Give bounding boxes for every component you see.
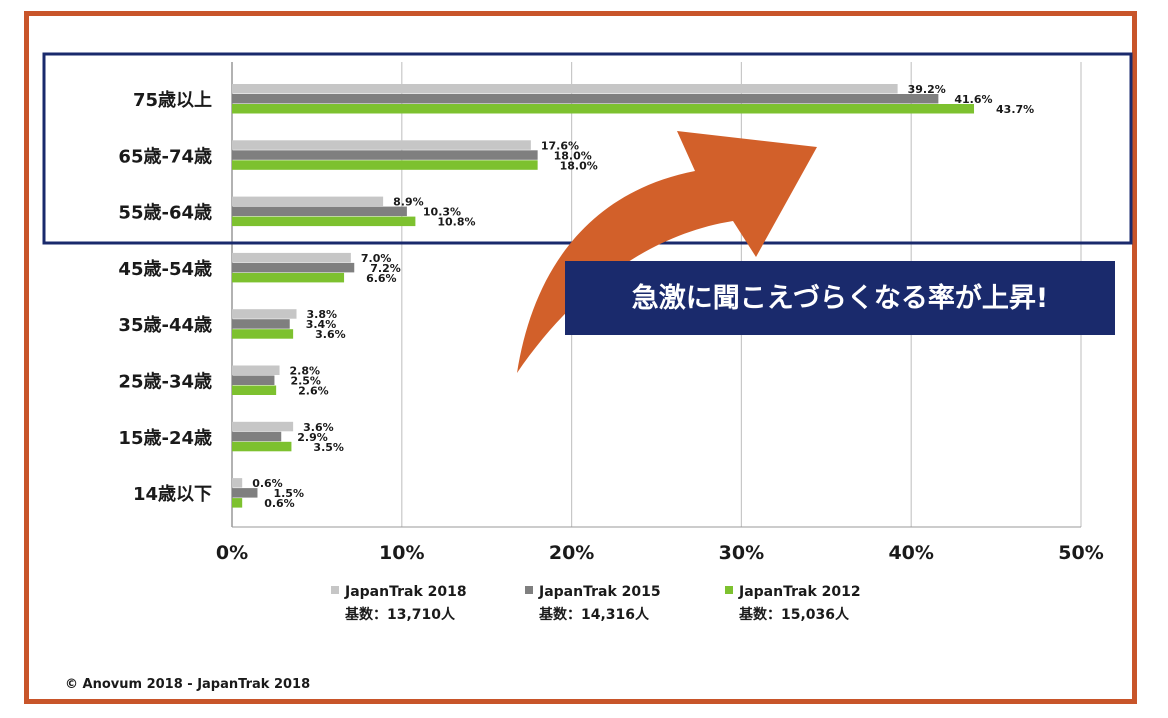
bar — [232, 196, 384, 207]
data-label: 3.6% — [303, 421, 334, 434]
category-label: 25歳-34歳 — [118, 372, 212, 393]
x-tick-label: 10% — [379, 542, 424, 564]
bar — [232, 104, 975, 114]
callout-box — [565, 261, 1115, 335]
legend-label: JapanTrak 2012 — [738, 584, 861, 600]
bar — [232, 272, 345, 283]
category-label: 35歳-44歳 — [118, 315, 212, 336]
copyright-text: © Anovum 2018 - JapanTrak 2018 — [65, 677, 310, 692]
data-label: 2.5% — [290, 375, 321, 388]
bar — [232, 216, 416, 227]
callout-text: 急激に聞こえづらくなる率が上昇! — [632, 282, 1049, 314]
data-label: 7.2% — [370, 262, 401, 275]
bar — [232, 140, 531, 150]
legend-sample-size: 基数：13,710人 — [345, 606, 456, 623]
legend-label: JapanTrak 2015 — [538, 584, 661, 600]
x-tick-label: 50% — [1058, 542, 1103, 564]
bar — [232, 478, 243, 488]
data-label: 3.6% — [315, 328, 346, 341]
legend-label: JapanTrak 2018 — [344, 584, 467, 600]
bar — [232, 498, 243, 508]
data-label: 2.8% — [290, 365, 321, 378]
bar — [232, 421, 294, 432]
data-label: 2.9% — [297, 431, 328, 444]
category-label: 14歳以下 — [133, 484, 212, 505]
trend-arrow-icon — [517, 131, 817, 373]
category-label: 55歳-64歳 — [118, 203, 212, 224]
bar — [232, 319, 290, 329]
bar — [232, 84, 898, 94]
data-label: 39.2% — [908, 83, 946, 96]
bar — [232, 150, 538, 160]
bar — [232, 385, 277, 395]
bar — [232, 160, 538, 170]
data-label: 1.5% — [273, 487, 304, 500]
category-label: 75歳以上 — [133, 90, 212, 111]
bar — [232, 488, 258, 498]
category-labels: 75歳以上 65歳-74歳 55歳-64歳 45歳-54歳 35歳-44歳 25歳-34歳… — [118, 90, 212, 505]
legend-sample-size: 基数：15,036人 — [739, 606, 850, 623]
data-label: 8.9% — [393, 196, 424, 209]
legend-swatch — [725, 586, 733, 594]
bar — [232, 206, 407, 217]
data-label: 7.0% — [361, 252, 392, 265]
bar — [232, 262, 355, 273]
data-label: 10.3% — [423, 206, 461, 219]
chart-frame: 39.2% 41.6% 43.7% 17.6% 18.0% 18.0% 8.9% 10.3% 1… — [24, 11, 1137, 704]
data-label: 18.0% — [560, 159, 598, 172]
legend: JapanTrak 2018 基数：13,710人 JapanTrak 2015 基数… — [331, 584, 861, 623]
data-label: 17.6% — [541, 139, 579, 152]
category-label: 45歳-54歳 — [118, 259, 212, 280]
bar — [232, 329, 294, 339]
data-label: 0.6% — [252, 477, 283, 490]
data-label: 10.8% — [437, 216, 475, 229]
x-tick-label: 0% — [216, 542, 248, 564]
data-labels: 39.2%41.6%43.7%17.6%18.0%18.0%8.9%10.3%1… — [252, 83, 1034, 510]
x-tick-label: 20% — [549, 542, 594, 564]
bar — [232, 441, 292, 452]
data-label: 3.5% — [313, 441, 344, 454]
bar — [232, 365, 280, 375]
data-label: 41.6% — [954, 93, 992, 106]
category-label: 15歳-24歳 — [118, 428, 212, 449]
legend-swatch — [525, 586, 533, 594]
bar — [232, 431, 282, 442]
bar — [232, 252, 351, 263]
x-tick-labels: 0% 10% 20% 30% 40% 50% — [216, 542, 1104, 564]
bar — [232, 94, 939, 104]
bar — [232, 375, 275, 385]
data-label: 3.8% — [307, 308, 338, 321]
data-label: 3.4% — [306, 318, 337, 331]
bar — [232, 309, 297, 319]
x-tick-label: 30% — [719, 542, 764, 564]
legend-sample-size: 基数：14,316人 — [539, 606, 650, 623]
bar-chart: 39.2%41.6%43.7%17.6%18.0%18.0%8.9%10.3%1… — [42, 52, 1133, 692]
data-label: 6.6% — [366, 272, 397, 285]
category-label: 65歳-74歳 — [118, 146, 212, 167]
data-label: 18.0% — [554, 149, 592, 162]
data-label: 0.6% — [264, 497, 295, 510]
data-label: 2.6% — [298, 385, 329, 398]
x-tick-label: 40% — [888, 542, 933, 564]
legend-swatch — [331, 586, 339, 594]
data-label: 43.7% — [996, 103, 1034, 116]
bars — [232, 84, 975, 508]
